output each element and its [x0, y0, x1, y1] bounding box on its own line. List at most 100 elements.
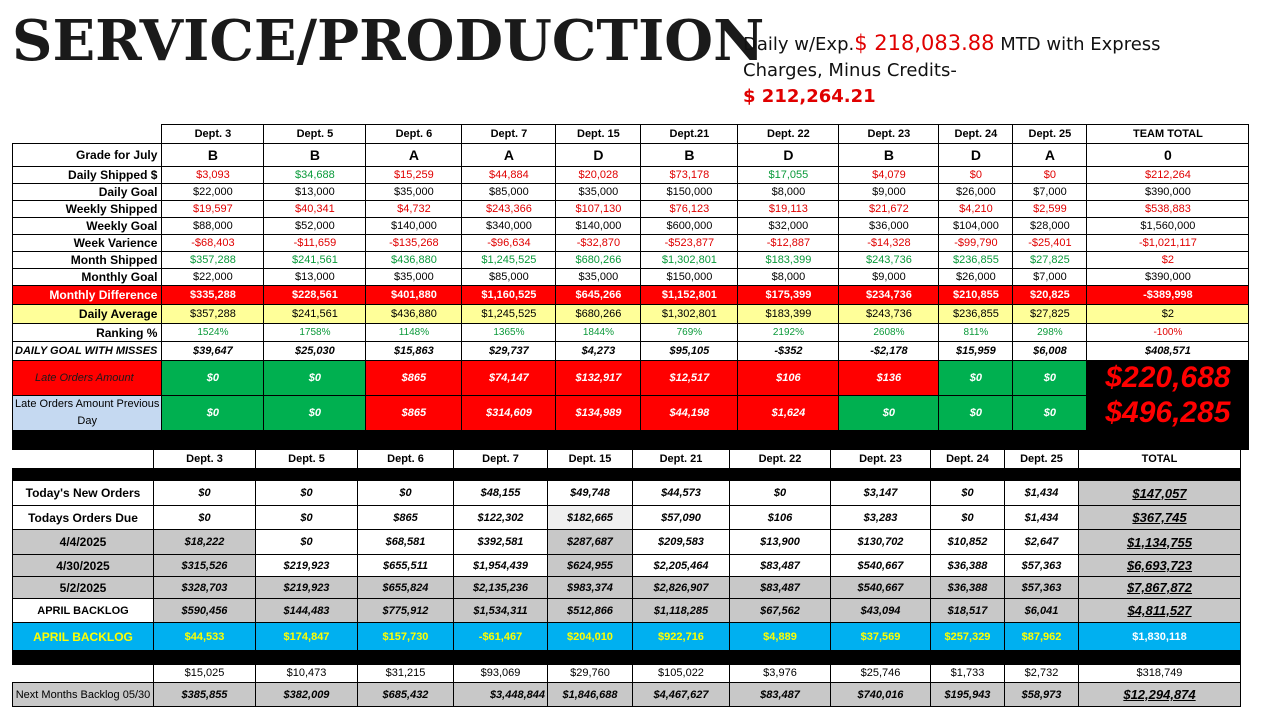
weekly-goal-row: Weekly Goal $88,000 $52,000 $140,000 $34… [11, 217, 1250, 235]
row-label: Month Shipped [11, 251, 163, 269]
cell: -$11,659 [263, 234, 367, 252]
cell: $88,000 [161, 217, 265, 235]
cell: $1,534,311 [453, 598, 548, 623]
cell: $73,178 [640, 166, 739, 184]
cell: $0 [729, 480, 831, 506]
cell: $25,030 [263, 341, 367, 361]
cell: $685,432 [357, 682, 454, 707]
row-label: 4/30/2025 [12, 554, 154, 577]
cell: $58,973 [1004, 682, 1079, 707]
cell: $590,456 [153, 598, 256, 623]
cell: $20,028 [555, 166, 642, 184]
cell: D [737, 143, 840, 167]
row-label: Next Months Backlog 05/30 [12, 682, 154, 707]
cell: B [263, 143, 367, 167]
cell: $36,388 [930, 554, 1005, 577]
row-label: Weekly Shipped [11, 200, 163, 218]
cell: -$352 [737, 341, 840, 361]
cell: A [461, 143, 557, 167]
cell: $1,302,801 [640, 304, 739, 324]
col-header: Dept. 6 [357, 449, 454, 469]
cell: $512,866 [547, 598, 633, 623]
cell: $0 [930, 505, 1005, 530]
cell: $4,732 [365, 200, 463, 218]
summary-amount-mtd: $ 218,083.88 [854, 31, 995, 55]
cell: -$12,887 [737, 234, 840, 252]
cell: $18,222 [153, 529, 256, 555]
cell: $31,215 [357, 663, 454, 683]
cell: 2192% [737, 323, 840, 342]
cell: D [555, 143, 642, 167]
cell: $175,399 [737, 285, 840, 305]
cell: D [938, 143, 1014, 167]
cell: $8,000 [737, 183, 840, 201]
cell: -$2,178 [838, 341, 940, 361]
cell: $150,000 [640, 268, 739, 286]
cell: $44,198 [640, 395, 739, 431]
page-title: SERVICE/PRODUCTION [12, 8, 765, 74]
cell: $21,672 [838, 200, 940, 218]
cell: $13,000 [263, 268, 367, 286]
cell: $234,736 [838, 285, 940, 305]
cell: $17,055 [737, 166, 840, 184]
daily-goal-row: Daily Goal $22,000 $13,000 $35,000 $85,0… [11, 183, 1250, 201]
cell: $140,000 [555, 217, 642, 235]
cell: $22,000 [161, 268, 265, 286]
cell: $35,000 [365, 268, 463, 286]
cell: $36,388 [930, 576, 1005, 599]
col-header: Dept. 25 [1004, 449, 1079, 469]
cell: 2608% [838, 323, 940, 342]
backlog-header-row: Dept. 3 Dept. 5 Dept. 6 Dept. 7 Dept. 15… [13, 449, 1241, 469]
cell: $865 [365, 395, 463, 431]
cell: $0 [357, 480, 454, 506]
cell: B [838, 143, 940, 167]
cell: $1,434 [1004, 505, 1079, 530]
cell: $865 [357, 505, 454, 530]
cell: $44,533 [153, 622, 256, 651]
weekly-shipped-row: Weekly Shipped $19,597 $40,341 $4,732 $2… [11, 200, 1250, 218]
cell: $8,000 [737, 268, 840, 286]
cell: $357,288 [161, 251, 265, 269]
cell: $0 [938, 360, 1014, 396]
cell: $2,826,907 [632, 576, 730, 599]
cell: $26,000 [938, 268, 1014, 286]
row-label: Grade for July [11, 143, 163, 167]
cell: $132,917 [555, 360, 642, 396]
cell: $0 [263, 360, 367, 396]
cell: $2 [1086, 251, 1250, 269]
cell: $390,000 [1086, 268, 1250, 286]
cell: $0 [930, 480, 1005, 506]
cell: A [1012, 143, 1088, 167]
row-label: Monthly Goal [11, 268, 163, 286]
cell: $13,000 [263, 183, 367, 201]
cell: $106 [729, 505, 831, 530]
cell: $9,000 [838, 268, 940, 286]
col-header: Dept. 3 [153, 449, 256, 469]
cell: $0 [263, 395, 367, 431]
cell: $150,000 [640, 183, 739, 201]
cell: $4,811,527 [1078, 598, 1241, 623]
cell: $44,884 [461, 166, 557, 184]
late-orders-total: $220,688 [1086, 360, 1250, 396]
divider-bar [12, 468, 1241, 481]
cell: -$389,998 [1086, 285, 1250, 305]
daily-shipped-row: Daily Shipped $ $3,093 $34,688 $15,259 $… [11, 166, 1250, 184]
cell: $26,000 [938, 183, 1014, 201]
cell: $36,000 [838, 217, 940, 235]
cell: 1148% [365, 323, 463, 342]
cell: $18,517 [930, 598, 1005, 623]
cell: $219,923 [255, 576, 358, 599]
cell: $600,000 [640, 217, 739, 235]
cell: $15,959 [938, 341, 1014, 361]
dept-header-row: Dept. 3 Dept. 5 Dept. 6 Dept. 7 Dept. 15… [13, 124, 1250, 144]
cell: 1524% [161, 323, 265, 342]
cell: $0 [161, 395, 265, 431]
cell: -$32,870 [555, 234, 642, 252]
cell: $655,511 [357, 554, 454, 577]
cell: $1,560,000 [1086, 217, 1250, 235]
cell: $540,667 [830, 554, 931, 577]
cell: $147,057 [1078, 480, 1241, 506]
cell: $4,210 [938, 200, 1014, 218]
cell: $0 [153, 480, 256, 506]
cell: $105,022 [632, 663, 730, 683]
